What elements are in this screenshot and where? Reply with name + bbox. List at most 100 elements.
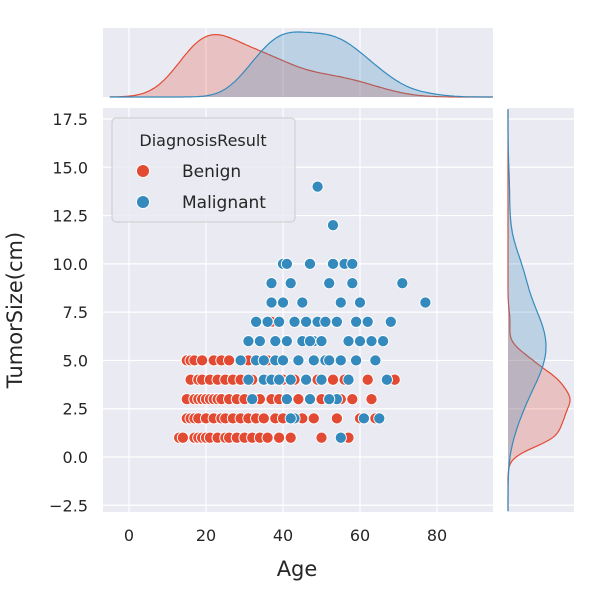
x-tick-label: 20 xyxy=(196,526,216,545)
scatter-point-malignant xyxy=(292,354,305,367)
scatter-point-malignant xyxy=(265,296,278,309)
scatter-point-malignant xyxy=(361,315,374,328)
scatter-point-malignant xyxy=(303,257,317,270)
scatter-point-malignant xyxy=(296,296,309,309)
scatter-point-malignant xyxy=(334,431,347,444)
scatter-point-malignant xyxy=(280,257,293,270)
scatter-point-malignant xyxy=(380,373,393,386)
right-kde-fill-malignant xyxy=(508,109,546,512)
scatter-point-malignant xyxy=(377,335,390,348)
scatter-point-malignant xyxy=(369,354,382,367)
legend-box xyxy=(111,117,296,223)
scatter-point-benign xyxy=(196,354,209,367)
scatter-point-malignant xyxy=(261,315,274,328)
top-kde-line-benign xyxy=(109,33,493,98)
legend-label-malignant: Malignant xyxy=(182,193,266,213)
scatter-point-malignant xyxy=(346,277,359,290)
scatter-point-malignant xyxy=(280,335,293,348)
x-tick-label: 60 xyxy=(350,526,370,545)
scatter-point-malignant xyxy=(284,373,297,386)
scatter-point-malignant xyxy=(342,373,355,386)
scatter-point-benign xyxy=(284,431,297,444)
scatter-point-malignant xyxy=(280,393,293,406)
scatter-point-malignant xyxy=(276,354,290,367)
y-tick-label: 0.0 xyxy=(63,448,88,467)
y-tick-label: −2.5 xyxy=(49,496,88,515)
scatter-point-malignant xyxy=(350,354,363,367)
scatter-point-malignant xyxy=(242,373,255,386)
y-tick-label: 15.0 xyxy=(52,158,88,177)
scatter-point-malignant xyxy=(326,219,340,232)
scatter-point-malignant xyxy=(246,393,259,406)
scatter-point-malignant xyxy=(311,180,324,193)
scatter-point-benign xyxy=(315,431,328,444)
scatter-point-malignant xyxy=(353,296,367,309)
scatter-point-benign xyxy=(261,431,274,444)
scatter-point-malignant xyxy=(342,335,355,348)
scatter-point-malignant xyxy=(323,354,336,367)
scatter-point-malignant xyxy=(319,315,332,328)
legend: DiagnosisResult Benign Malignant xyxy=(111,117,296,223)
scatter-point-malignant xyxy=(326,257,340,270)
scatter-point-malignant xyxy=(419,296,432,309)
scatter-point-malignant xyxy=(300,373,313,386)
scatter-point-benign xyxy=(257,412,270,425)
scatter-point-malignant xyxy=(323,277,336,290)
legend-marker-benign xyxy=(136,164,150,178)
scatter-point-benign xyxy=(361,373,374,386)
scatter-point-malignant xyxy=(330,315,343,328)
scatter-point-benign xyxy=(273,431,286,444)
scatter-point-benign xyxy=(326,373,340,386)
scatter-point-malignant xyxy=(346,257,359,270)
scatter-point-benign xyxy=(346,393,359,406)
scatter-point-malignant xyxy=(334,296,347,309)
scatter-point-malignant xyxy=(357,412,370,425)
scatter-point-malignant xyxy=(303,393,317,406)
scatter-point-malignant xyxy=(303,335,317,348)
scatter-point-malignant xyxy=(253,335,266,348)
scatter-point-malignant xyxy=(269,335,282,348)
y-tick-label: 5.0 xyxy=(63,351,88,370)
scatter-point-benign xyxy=(307,412,320,425)
y-tick-label: 12.5 xyxy=(52,207,88,226)
legend-label-benign: Benign xyxy=(182,162,241,182)
y-tick-label: 10.0 xyxy=(52,255,88,274)
legend-title: DiagnosisResult xyxy=(139,131,266,150)
scatter-point-malignant xyxy=(365,335,378,348)
right-kde-line-benign xyxy=(507,109,571,512)
scatter-point-malignant xyxy=(300,315,313,328)
top-kde-line-malignant xyxy=(109,31,493,98)
scatter-point-malignant xyxy=(384,315,397,328)
scatter-point-malignant xyxy=(284,412,297,425)
top-kde-fill-benign xyxy=(109,34,493,97)
scatter-point-malignant xyxy=(288,315,301,328)
y-axis-label: TumorSize(cm) xyxy=(3,232,27,389)
scatter-point-malignant xyxy=(396,277,409,290)
scatter-point-benign xyxy=(292,393,305,406)
y-tick-label: 17.5 xyxy=(52,110,88,129)
x-axis-label: Age xyxy=(277,557,318,581)
scatter-point-malignant xyxy=(373,412,386,425)
scatter-point-benign xyxy=(223,354,236,367)
scatter-point-malignant xyxy=(315,335,328,348)
scatter-point-malignant xyxy=(273,373,286,386)
scatter-point-malignant xyxy=(334,354,347,367)
scatter-point-malignant xyxy=(273,315,286,328)
scatter-point-malignant xyxy=(315,373,328,386)
scatter-point-malignant xyxy=(350,315,363,328)
scatter-point-benign xyxy=(365,393,378,406)
scatter-point-malignant xyxy=(242,335,255,348)
scatter-point-malignant xyxy=(284,277,297,290)
y-tick-label: 7.5 xyxy=(63,303,88,322)
legend-marker-malignant xyxy=(136,195,150,209)
scatter-point-malignant xyxy=(323,393,336,406)
x-tick-label: 40 xyxy=(273,526,293,545)
scatter-point-malignant xyxy=(234,354,247,367)
x-tick-label: 80 xyxy=(427,526,447,545)
top-marginal-area xyxy=(103,28,493,97)
x-tick-label: 0 xyxy=(124,526,134,545)
top-kde-fill-malignant xyxy=(109,32,493,97)
scatter-point-malignant xyxy=(307,354,320,367)
